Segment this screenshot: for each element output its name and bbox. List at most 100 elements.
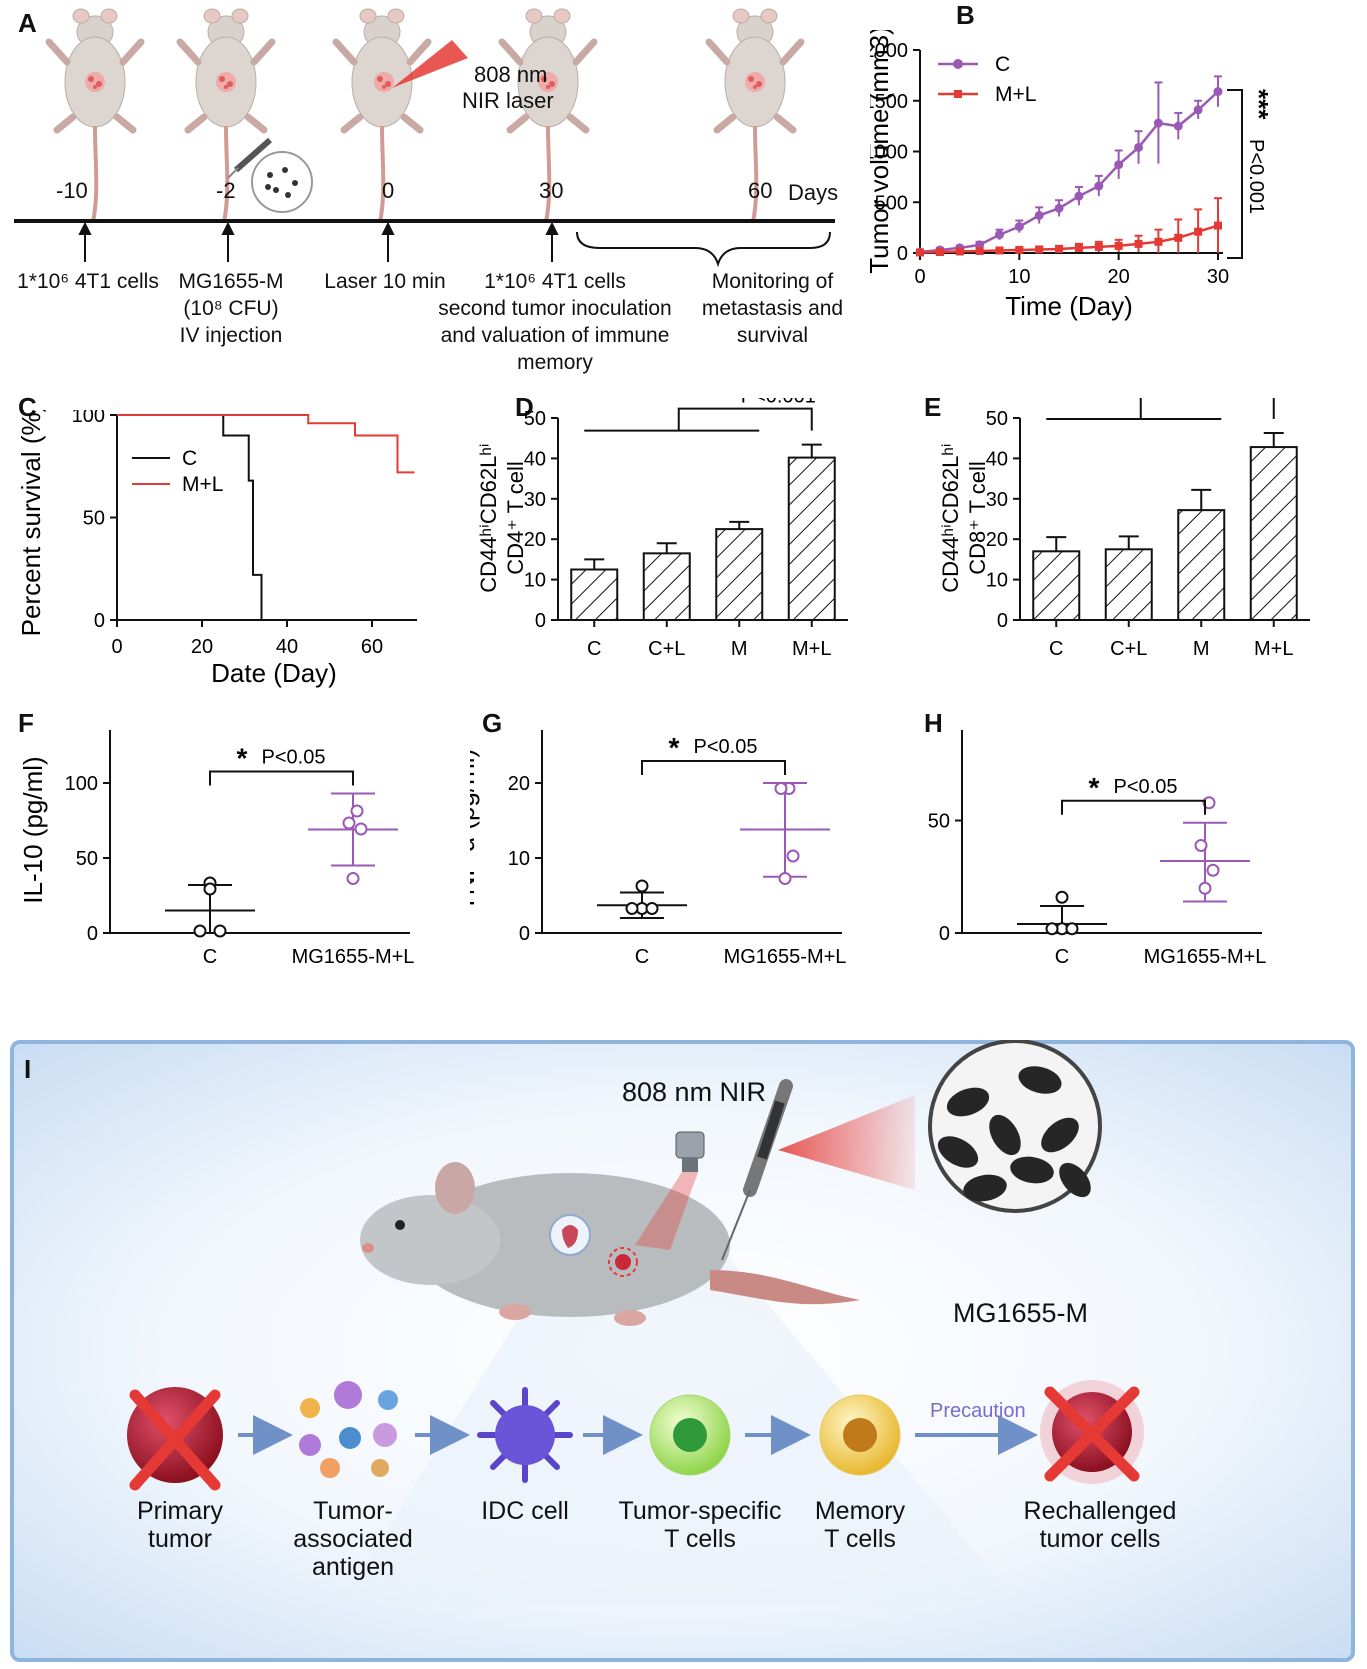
y-tick-label: 500 <box>875 192 908 214</box>
significance-bracket <box>1061 799 1206 815</box>
y-axis-label: IL-10 (pg/ml) <box>18 756 48 903</box>
legend-label: C <box>182 447 197 470</box>
beam-icon <box>778 1095 915 1190</box>
monitoring-bracket <box>576 231 831 268</box>
significance-stars: *** <box>681 398 714 411</box>
data-point <box>1173 121 1183 131</box>
timeline-event: Laser 10 min <box>324 270 446 293</box>
data-point <box>1055 890 1069 904</box>
x-tick-label: 30 <box>1207 266 1229 288</box>
y-tick-label: 0 <box>535 610 546 632</box>
panel-label-d: D <box>515 392 534 422</box>
data-point <box>1055 244 1064 253</box>
panel-label-i: I <box>24 1054 32 1084</box>
primary-tumor-icon <box>127 1387 223 1491</box>
x-tick-label: M <box>731 638 748 660</box>
y-tick-label: 30 <box>524 489 546 511</box>
x-tick-label: 20 <box>191 636 213 658</box>
y-axis-label: CD4⁺ T cell <box>503 461 528 575</box>
step-label: Primary tumor <box>136 1497 224 1553</box>
y-axis-label: Tumor volume (mm3) <box>870 30 894 274</box>
data-point <box>1054 203 1064 213</box>
data-point <box>342 816 356 830</box>
data-point <box>1174 233 1183 242</box>
y-tick-label: 0 <box>519 923 530 945</box>
legend-label: M+L <box>995 83 1036 106</box>
x-tick-label: C <box>1055 946 1069 968</box>
data-point <box>935 247 944 256</box>
data-point <box>1193 105 1203 115</box>
panel-label-e: E <box>924 392 942 422</box>
panel-label-g: G <box>482 708 503 738</box>
idc-cell-icon <box>477 1387 573 1483</box>
x-tick-label: M <box>1193 638 1210 660</box>
panel-label-c: C <box>18 392 37 422</box>
data-point <box>955 247 964 256</box>
significance-bracket <box>641 760 786 775</box>
panel-label-h: H <box>924 708 943 738</box>
series-line <box>919 90 1219 254</box>
x-tick-label: MG1655-M+L <box>1144 946 1267 968</box>
timeline-event: MG1655-M (10⁸ CFU) IV injection <box>178 270 284 347</box>
x-tick-label: C+L <box>648 638 685 660</box>
data-point <box>1094 242 1103 251</box>
data-point <box>1134 142 1144 152</box>
timeline-illustration <box>14 0 835 268</box>
y-tick-label: 10 <box>508 848 530 870</box>
data-point <box>346 872 360 885</box>
survival-curve <box>117 414 415 474</box>
y-tick-label: 50 <box>524 408 546 430</box>
bar <box>1177 509 1226 621</box>
timeline-tick: 0 <box>382 178 395 203</box>
data-point <box>1014 222 1024 232</box>
x-tick-label: 0 <box>914 266 925 288</box>
bacteria-label: MG1655-M <box>953 1298 1089 1328</box>
data-point <box>1202 796 1216 810</box>
significance-text: P<0.05 <box>1114 776 1178 798</box>
timeline-tick: 30 <box>539 178 564 203</box>
significance-stars: *** <box>1244 89 1274 120</box>
significance-stars: * <box>1089 772 1100 803</box>
timeline-event: 1*10⁶ 4T1 cells second tumor inoculation a… <box>438 270 672 374</box>
data-point <box>350 804 364 818</box>
bacteria-icon <box>928 1040 1102 1213</box>
y-axis-label: Percent survival (%) <box>16 410 46 636</box>
y-axis-label: TNF-α (pg/ml) <box>470 749 480 911</box>
y-tick-label: 20 <box>508 773 530 795</box>
x-tick-label: 40 <box>276 636 298 658</box>
legend-label: M+L <box>182 473 223 496</box>
bar <box>1104 548 1153 621</box>
step-label: Tumor-associated antigen <box>293 1497 413 1581</box>
step-label: IDC cell <box>481 1497 569 1525</box>
illustration <box>127 1040 1144 1605</box>
data-point <box>1015 245 1024 254</box>
y-axis-label: CD44ʰⁱCD62Lʰⁱ <box>476 443 501 592</box>
bar <box>1249 446 1298 622</box>
bar <box>787 456 836 622</box>
x-tick-label: 0 <box>111 636 122 658</box>
y-tick-label: 50 <box>76 848 98 870</box>
data-point <box>916 248 924 257</box>
laser-beam-icon <box>392 40 468 88</box>
y-tick-label: 40 <box>986 448 1008 470</box>
x-tick-label: C <box>203 946 217 968</box>
syringe-icon <box>721 1079 793 1261</box>
legend-marker <box>954 90 962 98</box>
antigen-icon <box>299 1381 398 1478</box>
t-cell-icon <box>649 1394 731 1476</box>
precaution-label: Precaution <box>930 1400 1026 1422</box>
x-tick-label: MG1655-M+L <box>724 946 847 968</box>
data-point <box>213 924 227 938</box>
significance-bracket <box>677 407 813 431</box>
data-point <box>1114 241 1123 250</box>
data-point <box>1154 237 1163 246</box>
x-tick-label: MG1655-M+L <box>292 946 415 968</box>
data-point <box>1134 239 1143 248</box>
significance-bracket <box>1139 398 1275 419</box>
step-label: Tumor-specific T cells <box>618 1497 782 1553</box>
data-point <box>1214 221 1222 230</box>
x-axis-label: Date (Day) <box>211 658 337 688</box>
y-tick-label: 40 <box>524 448 546 470</box>
